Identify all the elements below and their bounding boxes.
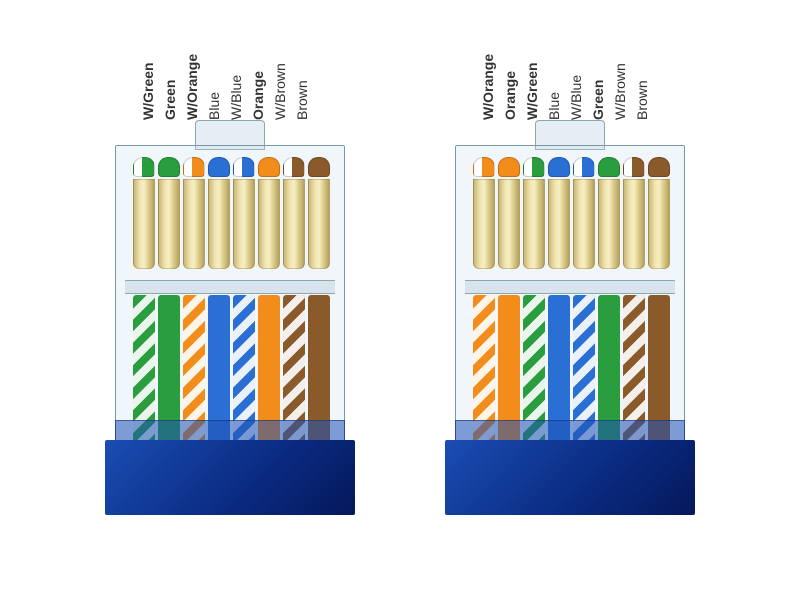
pin-cap (598, 157, 620, 177)
pin-label: Orange (502, 20, 518, 120)
pin-cap (523, 157, 545, 177)
pin-label: Green (590, 20, 606, 120)
pin-label: W/Green (140, 20, 156, 120)
pin-label: W/Blue (568, 20, 584, 120)
pin-cap (573, 157, 595, 177)
pin-labels-a: W/Green Green W/Orange Blue W/Blue Orange W/Br… (140, 20, 310, 120)
gold-contact (548, 179, 570, 269)
shell-divider (465, 280, 675, 294)
pin-cap (258, 157, 280, 177)
gold-contacts-row (473, 179, 670, 269)
connector-body-a (105, 135, 355, 515)
gold-contact (473, 179, 495, 269)
gold-contact (598, 179, 620, 269)
pin-label: W/Brown (272, 20, 288, 120)
pin-label: Brown (634, 20, 650, 120)
gold-contact (158, 179, 180, 269)
pin-cap (233, 157, 255, 177)
pin-cap (548, 157, 570, 177)
pin-cap (133, 157, 155, 177)
gold-contact (523, 179, 545, 269)
gold-contact (498, 179, 520, 269)
gold-contact (308, 179, 330, 269)
gold-contact (183, 179, 205, 269)
pin-cap (623, 157, 645, 177)
gold-contact (258, 179, 280, 269)
pin-cap (308, 157, 330, 177)
connector-body-b (445, 135, 695, 515)
pin-cap (158, 157, 180, 177)
pin-cap (473, 157, 495, 177)
pin-label: Brown (294, 20, 310, 120)
pin-label: W/Green (524, 20, 540, 120)
pin-cap (283, 157, 305, 177)
gold-contact (283, 179, 305, 269)
connector-base (105, 440, 355, 515)
shell-divider (125, 280, 335, 294)
gold-contacts-row (133, 179, 330, 269)
gold-contact (648, 179, 670, 269)
pin-label: W/Brown (612, 20, 628, 120)
diagram-container: W/GreenGreenW/OrangeBlueW/BlueOrangeW/Br… (0, 0, 800, 20)
gold-contact (208, 179, 230, 269)
pin-labels-b: W/Orange Orange W/Green Blue W/Blue Green W/Br… (480, 20, 650, 120)
pin-caps-row (473, 157, 670, 177)
gold-contact (133, 179, 155, 269)
pin-label: W/Orange (184, 20, 200, 120)
pin-label: Blue (206, 20, 222, 120)
pin-caps-row (133, 157, 330, 177)
gold-contact (573, 179, 595, 269)
pin-cap (648, 157, 670, 177)
pin-cap (208, 157, 230, 177)
pin-label: W/Orange (480, 20, 496, 120)
gold-contact (233, 179, 255, 269)
pin-label: Orange (250, 20, 266, 120)
pin-cap (498, 157, 520, 177)
pin-label: Green (162, 20, 178, 120)
pin-label: W/Blue (228, 20, 244, 120)
connector-base (445, 440, 695, 515)
pin-cap (183, 157, 205, 177)
gold-contact (623, 179, 645, 269)
pin-label: Blue (546, 20, 562, 120)
